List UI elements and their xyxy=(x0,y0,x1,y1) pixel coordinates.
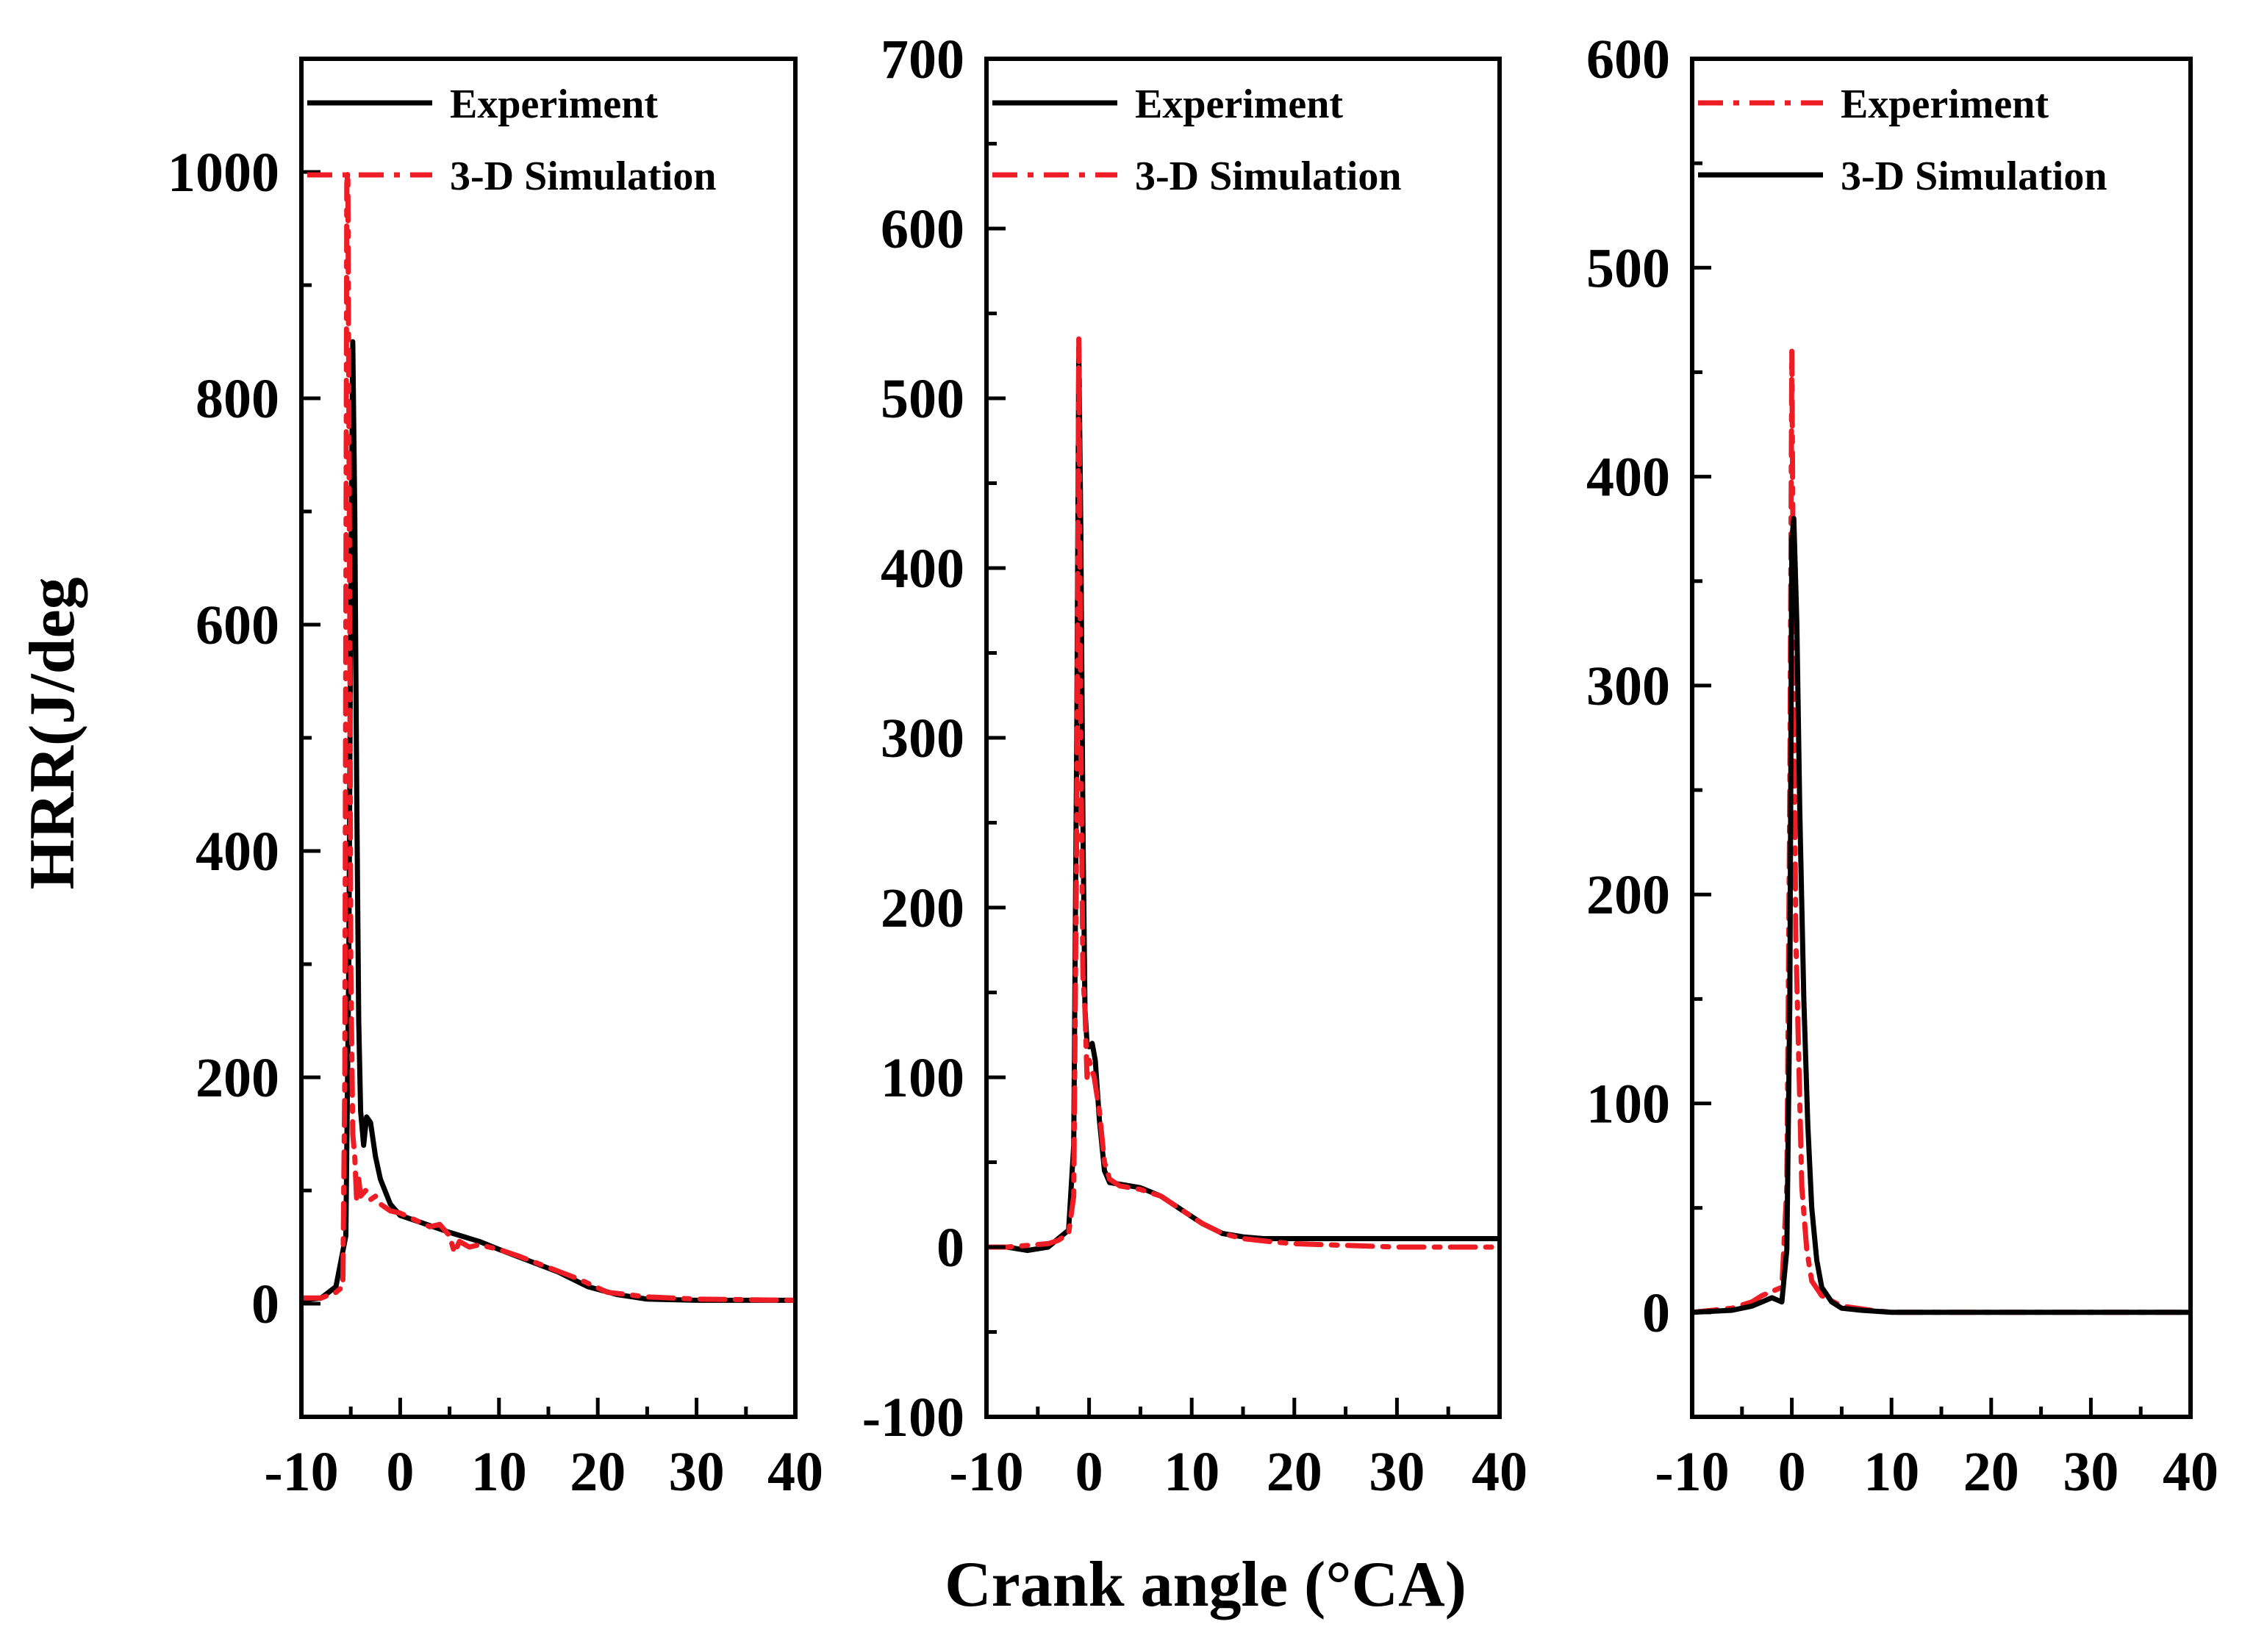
x-tick-label: 0 xyxy=(1075,1441,1103,1503)
x-tick-label: -10 xyxy=(1655,1441,1729,1503)
y-tick-label: 600 xyxy=(881,198,964,260)
y-tick-label: 600 xyxy=(1586,29,1670,90)
x-tick-label: 30 xyxy=(2063,1441,2119,1503)
x-tick-label: 20 xyxy=(570,1441,626,1503)
y-tick-label: 100 xyxy=(881,1047,964,1109)
legend-label: Experiment xyxy=(1135,82,1343,127)
legend: Experiment 3-D Simulation xyxy=(992,82,1402,199)
y-tick-label: 200 xyxy=(1586,864,1670,926)
legend-label: Experiment xyxy=(450,82,658,127)
y-tick-label: 0 xyxy=(251,1274,279,1335)
y-tick-label: 400 xyxy=(196,821,279,883)
x-tick-label: 0 xyxy=(386,1441,414,1503)
y-tick-label: 500 xyxy=(881,368,964,430)
x-tick-label: 0 xyxy=(1778,1441,1806,1503)
x-tick-label: 40 xyxy=(1472,1441,1528,1503)
y-tick-label: 300 xyxy=(1586,656,1670,717)
y-axis-title: HRR(J/deg xyxy=(17,577,88,889)
legend-label: Experiment xyxy=(1841,82,2049,127)
x-tick-label: 20 xyxy=(1267,1441,1322,1503)
series-group xyxy=(986,336,1500,1254)
legend: Experiment 3-D Simulation xyxy=(1698,82,2107,199)
y-tick-label: 300 xyxy=(881,708,964,769)
panel-2: -10 0 10 20 30 40-1000100200300400500600700Ex… xyxy=(862,29,1528,1503)
y-tick-label: 200 xyxy=(196,1047,279,1109)
y-tick-label: 500 xyxy=(1586,237,1670,299)
y-tick-label: 200 xyxy=(881,877,964,939)
panel-3: -10 0 10 20 30 400100200300400500600Experimen… xyxy=(1586,29,2218,1503)
y-tick-label: 600 xyxy=(196,595,279,656)
x-tick-label: 30 xyxy=(669,1441,725,1503)
legend-label: 3-D Simulation xyxy=(1135,154,1402,199)
panel-1: -10 0 10 20 30 4002004006008001000Experiment3… xyxy=(168,57,823,1503)
y-tick-label: 0 xyxy=(936,1217,964,1279)
series-line-3-d-simulation xyxy=(986,336,1500,1250)
y-tick-label: 0 xyxy=(1642,1282,1670,1344)
x-axis-title: Crank angle (°CA) xyxy=(945,1549,1466,1620)
x-tick-label: -10 xyxy=(264,1441,338,1503)
x-tick-label: 40 xyxy=(767,1441,823,1503)
x-tick-label: 10 xyxy=(471,1441,527,1503)
y-tick-label: 700 xyxy=(881,29,964,90)
y-tick-label: 100 xyxy=(1586,1074,1670,1135)
x-tick-label: 30 xyxy=(1369,1441,1425,1503)
x-tick-label: 20 xyxy=(1963,1441,2019,1503)
x-tick-label: 10 xyxy=(1863,1441,1919,1503)
legend-label: 3-D Simulation xyxy=(450,154,717,199)
x-tick-label: -10 xyxy=(949,1441,1023,1503)
x-tick-label: 10 xyxy=(1164,1441,1220,1503)
y-tick-label: 800 xyxy=(196,368,279,430)
legend: Experiment 3-D Simulation xyxy=(307,82,717,199)
series-line-3-d-simulation xyxy=(1692,516,2191,1315)
x-tick-label: 40 xyxy=(2163,1441,2218,1503)
legend-label: 3-D Simulation xyxy=(1841,154,2107,199)
y-tick-label: -100 xyxy=(862,1387,964,1448)
y-tick-label: 400 xyxy=(1586,447,1670,509)
y-tick-label: 400 xyxy=(881,538,964,600)
y-tick-label: 1000 xyxy=(168,142,279,204)
series-group xyxy=(1692,348,2191,1315)
